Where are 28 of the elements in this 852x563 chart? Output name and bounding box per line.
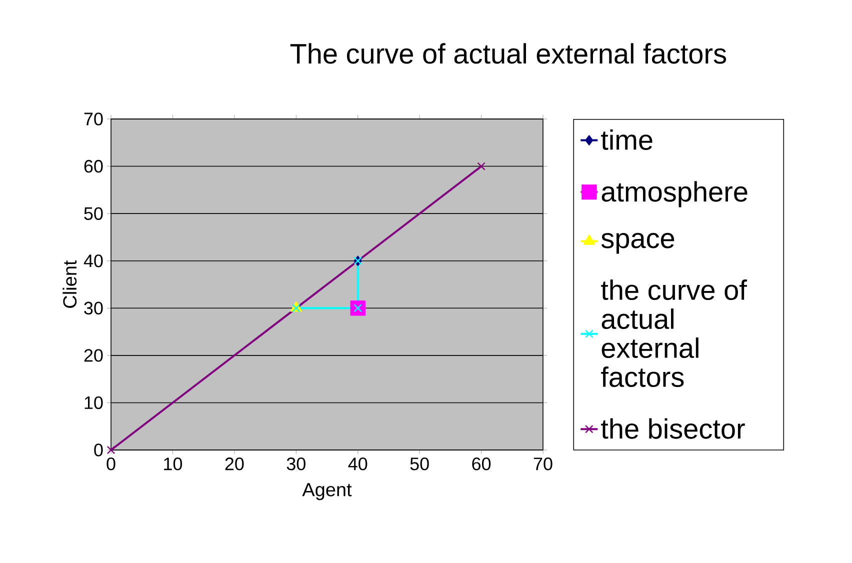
y-axis-title: Client bbox=[62, 260, 77, 308]
point bbox=[106, 446, 116, 454]
legend-label: the bisector bbox=[601, 418, 745, 439]
y-tick-label: 0 bbox=[94, 444, 103, 456]
point bbox=[354, 304, 362, 312]
x-tick-label: 60 bbox=[472, 458, 491, 470]
y-tick-label: 10 bbox=[84, 396, 103, 410]
y-tick-label: 50 bbox=[84, 207, 103, 220]
y-tick-label: 30 bbox=[84, 302, 103, 315]
x-axis-title: Agent bbox=[302, 483, 352, 500]
x-tick-label: 20 bbox=[225, 458, 244, 470]
x-tick-label: 0 bbox=[106, 458, 116, 470]
point bbox=[292, 304, 300, 312]
x-tick-label: 10 bbox=[164, 458, 182, 470]
legend-label: the curve of actual external factors bbox=[601, 279, 747, 388]
y-tick-label: 20 bbox=[84, 349, 103, 362]
x-tick-label: 40 bbox=[348, 458, 368, 470]
legend-label: space bbox=[601, 232, 674, 254]
x-tick-label: 30 bbox=[286, 458, 306, 470]
x-tick-label: 50 bbox=[410, 458, 429, 470]
y-tick-label: 60 bbox=[84, 160, 103, 173]
x-tick-label: 70 bbox=[534, 458, 552, 470]
legend-label: time bbox=[601, 129, 652, 150]
point bbox=[477, 162, 486, 170]
chart-title: The curve of actual external factors bbox=[290, 43, 726, 64]
y-tick-label: 40 bbox=[84, 254, 103, 268]
legend-label: atmosphere bbox=[602, 181, 748, 208]
y-tick-label: 70 bbox=[84, 112, 103, 126]
